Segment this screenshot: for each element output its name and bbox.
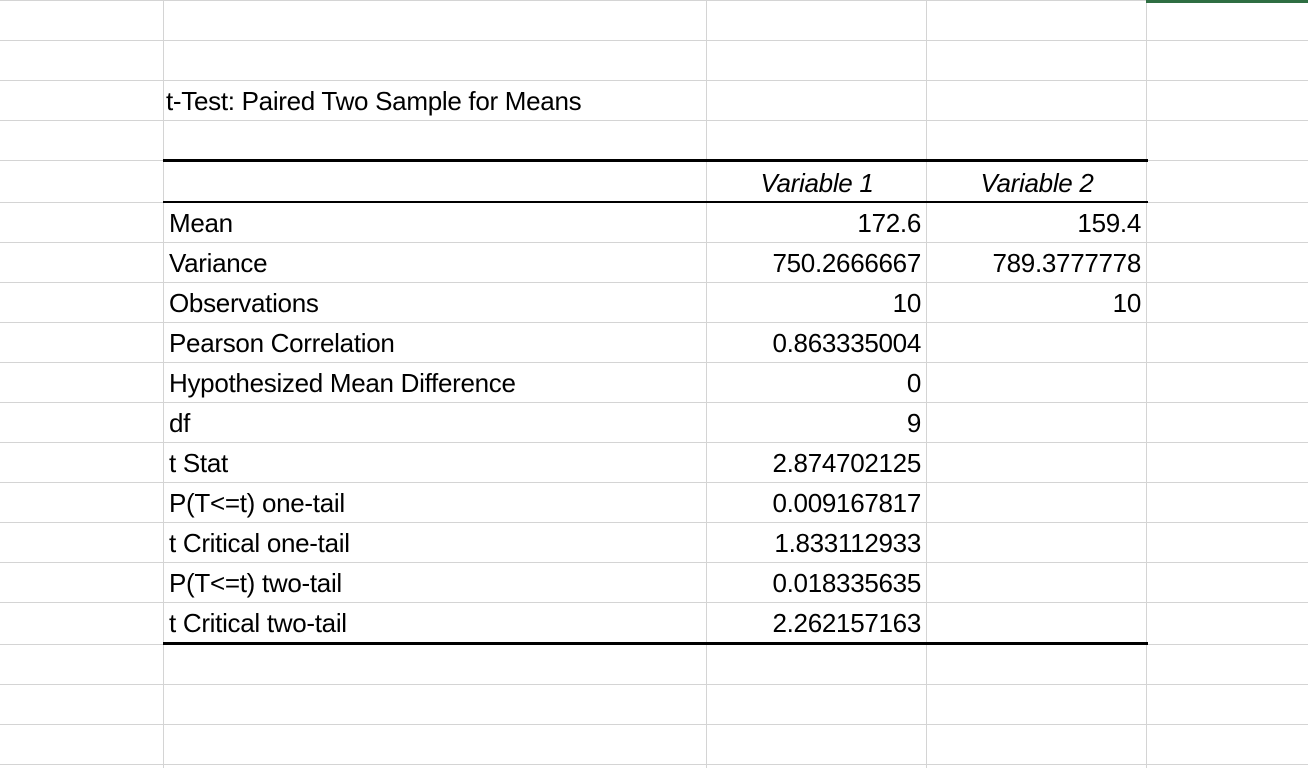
cell-variable-2[interactable]: 159.4	[1077, 208, 1141, 238]
cell-variable-1[interactable]: 2.262157163	[772, 608, 921, 638]
row-divider	[0, 40, 1308, 41]
header-variable-2[interactable]: Variable 2	[980, 168, 1094, 198]
row-divider	[0, 442, 1308, 443]
cell-variable-2[interactable]	[928, 563, 1141, 603]
row-label[interactable]: Hypothesized Mean Difference	[169, 368, 516, 398]
cell-variable-2[interactable]	[928, 443, 1141, 483]
cell-variable-1[interactable]: 172.6	[857, 208, 921, 238]
cell-variable-1[interactable]: 9	[906, 408, 921, 438]
row-divider	[0, 402, 1308, 403]
cell-variable-1[interactable]: 0	[906, 368, 921, 398]
cell-variable-2[interactable]	[928, 363, 1141, 403]
row-divider	[0, 362, 1308, 363]
row-divider	[0, 562, 1308, 563]
row-divider	[0, 80, 1308, 81]
row-label[interactable]: Mean	[169, 208, 233, 238]
cell-variable-1[interactable]: 1.833112933	[774, 528, 921, 558]
cell-variable-2[interactable]	[928, 523, 1141, 563]
cell-variable-1[interactable]: 750.2666667	[772, 248, 921, 278]
row-label[interactable]: Observations	[169, 288, 319, 318]
header-bottom-border	[163, 201, 1148, 203]
cell-variable-1[interactable]: 0.009167817	[772, 488, 921, 518]
column-divider	[926, 0, 927, 768]
row-divider	[0, 242, 1308, 243]
row-divider	[0, 602, 1308, 603]
selected-column-indicator	[1146, 0, 1308, 3]
row-label[interactable]: t Critical two-tail	[169, 608, 347, 638]
table-top-border	[163, 159, 1148, 162]
row-divider	[0, 282, 1308, 283]
row-divider	[0, 522, 1308, 523]
row-divider	[0, 724, 1308, 725]
row-label[interactable]: t Stat	[169, 448, 228, 478]
cell-variable-2[interactable]	[928, 323, 1141, 363]
row-label[interactable]: P(T<=t) one-tail	[169, 488, 345, 518]
row-label[interactable]: Pearson Correlation	[169, 328, 395, 358]
column-divider	[163, 0, 164, 768]
header-variable-1[interactable]: Variable 1	[760, 168, 874, 198]
row-divider	[0, 684, 1308, 685]
column-divider	[1146, 0, 1147, 768]
row-divider	[0, 120, 1308, 121]
row-divider	[0, 322, 1308, 323]
row-divider	[0, 764, 1308, 765]
row-divider	[0, 0, 1308, 1]
table-bottom-border	[163, 642, 1148, 645]
row-divider	[0, 482, 1308, 483]
cell-variable-2[interactable]: 10	[1112, 288, 1142, 318]
cell-variable-1[interactable]: 0.863335004	[772, 328, 921, 358]
cell-variable-1[interactable]: 10	[892, 288, 922, 318]
row-label[interactable]: P(T<=t) two-tail	[169, 568, 342, 598]
row-label[interactable]: df	[169, 408, 191, 438]
row-label[interactable]: t Critical one-tail	[169, 528, 350, 558]
cell-variable-2[interactable]	[928, 603, 1141, 643]
page-title[interactable]: t-Test: Paired Two Sample for Means	[166, 86, 582, 116]
cell-variable-2[interactable]: 789.3777778	[992, 248, 1141, 278]
cell-variable-2[interactable]	[928, 403, 1141, 443]
cell-variable-1[interactable]: 0.018335635	[772, 568, 921, 598]
cell-variable-1[interactable]: 2.874702125	[772, 448, 921, 478]
row-label[interactable]: Variance	[169, 248, 268, 278]
cell-variable-2[interactable]	[928, 483, 1141, 523]
column-divider	[706, 0, 707, 768]
